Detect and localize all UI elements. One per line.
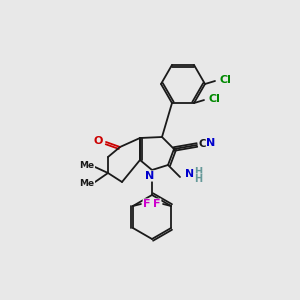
Text: F: F bbox=[143, 199, 151, 209]
Text: N: N bbox=[146, 171, 154, 181]
Text: Cl: Cl bbox=[219, 75, 231, 85]
Text: H: H bbox=[194, 167, 202, 177]
Text: H: H bbox=[194, 174, 202, 184]
Text: N: N bbox=[206, 138, 216, 148]
Text: C: C bbox=[199, 139, 207, 149]
Text: Me: Me bbox=[80, 178, 94, 188]
Text: Cl: Cl bbox=[208, 94, 220, 104]
Text: N: N bbox=[185, 169, 195, 179]
Text: O: O bbox=[93, 136, 103, 146]
Text: F: F bbox=[153, 199, 161, 209]
Text: Me: Me bbox=[80, 161, 94, 170]
